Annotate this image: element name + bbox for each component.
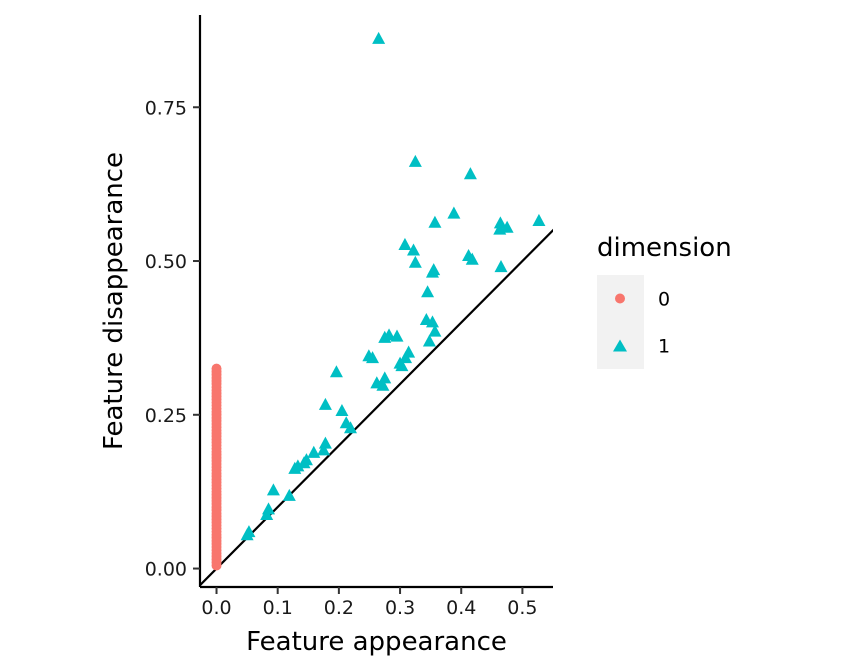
point-dim1-4 [428,215,442,228]
point-dim1-28 [395,359,409,372]
y-tick-label-2: 0.50 [145,251,187,273]
y-axis-title: Feature disappearance [99,152,129,450]
point-dim1-3 [447,206,461,219]
point-dim1-8 [493,222,507,235]
x-axis-title: Feature appearance [246,627,507,657]
point-dim1-49 [260,507,274,520]
x-tick-label-5: 0.5 [507,597,537,619]
legend: dimension 0 1 [597,233,732,369]
point-dim1-34 [376,378,390,391]
y-tick-label-1: 0.25 [145,405,187,427]
point-dim1-39 [318,436,332,449]
legend-label-1: 1 [658,336,670,358]
point-dim1-41 [307,445,321,458]
point-dim1-36 [335,403,349,417]
point-dim1-40 [317,443,331,456]
point-dim1-38 [343,421,357,434]
point-dim1-31 [329,365,343,378]
point-dim1-17 [421,285,435,298]
point-dim1-9 [398,237,412,250]
x-tick-label-4: 0.4 [446,597,476,619]
point-dim0-64 [211,363,222,374]
point-dim1-47 [266,483,280,496]
axes: 0.0 0.1 0.2 0.3 0.4 0.5 0.00 0.25 0.50 0.75 [145,15,553,619]
point-dim1-21 [422,334,436,347]
point-dim1-1 [408,154,422,167]
point-dim1-45 [288,461,302,474]
point-dim1-19 [425,315,439,328]
y-tick-label-0: 0.00 [145,559,187,581]
x-tick-label-3: 0.3 [385,597,415,619]
x-tick-label-2: 0.2 [324,597,354,619]
point-dim1-10 [407,243,421,256]
diagonal-reference-line [200,228,553,587]
point-dim1-7 [500,220,514,233]
point-dim1-24 [390,329,404,342]
x-tick-label-0: 0.0 [201,597,231,619]
point-dim1-23 [382,328,396,341]
point-dim1-16 [494,260,508,273]
point-dim1-32 [378,371,392,384]
legend-label-0: 0 [658,289,670,311]
x-tick-label-1: 0.1 [263,597,293,619]
legend-triangle-marker-icon [613,339,627,352]
point-dim1-35 [318,397,332,410]
point-dim1-12 [465,252,479,265]
diagonal-line [200,228,553,587]
points-layer [211,31,546,571]
point-dim1-15 [425,265,439,278]
point-dim1-20 [428,324,442,337]
point-dim1-46 [282,488,296,501]
legend-title: dimension [597,233,732,263]
point-dim1-5 [532,213,546,226]
legend-circle-marker-icon [615,293,625,304]
point-dim1-51 [240,528,254,541]
point-dim1-0 [372,31,386,44]
y-tick-label-3: 0.75 [145,97,187,119]
point-dim1-2 [463,167,477,180]
point-dim1-6 [493,216,507,229]
point-dim1-30 [366,351,380,364]
point-dim1-13 [408,255,422,268]
